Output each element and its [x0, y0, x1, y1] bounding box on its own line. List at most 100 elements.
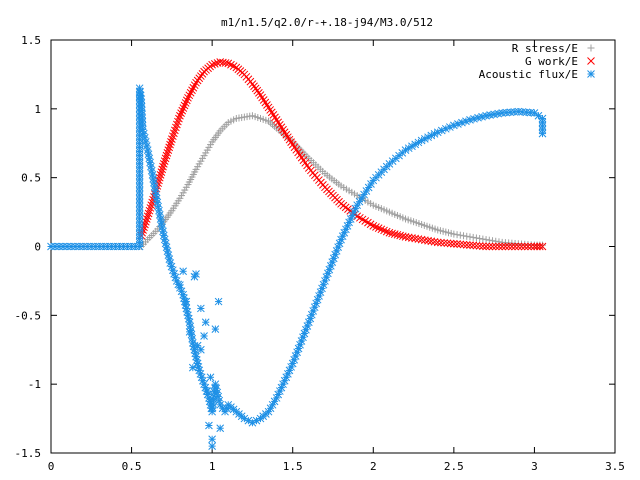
- data-point: [206, 373, 215, 382]
- data-point: [158, 165, 167, 174]
- data-point: [411, 234, 420, 243]
- data-point: [485, 236, 493, 244]
- data-point: [144, 209, 153, 218]
- data-point: [472, 241, 481, 250]
- data-point: [440, 239, 449, 247]
- y-tick-label: 1.5: [21, 34, 41, 47]
- data-point: [210, 60, 219, 68]
- y-tick-label: 0: [34, 241, 41, 254]
- data-point: [203, 387, 212, 395]
- data-point: [145, 206, 154, 215]
- data-point: [170, 129, 178, 138]
- data-point: [372, 223, 380, 231]
- data-point: [135, 163, 144, 172]
- x-tick-label: 2.5: [444, 460, 464, 473]
- data-point: [186, 88, 195, 97]
- data-point: [501, 242, 510, 251]
- series-3: [47, 84, 547, 427]
- data-point: [430, 237, 439, 246]
- data-point: [174, 117, 182, 126]
- legend-marker: [587, 44, 595, 52]
- data-point: [427, 237, 436, 246]
- data-point: [135, 93, 144, 102]
- data-point: [517, 242, 526, 251]
- data-point: [538, 242, 547, 251]
- data-point: [408, 234, 416, 242]
- data-point: [404, 233, 413, 242]
- data-point: [462, 240, 471, 249]
- data-point: [520, 242, 529, 251]
- data-point: [417, 235, 426, 244]
- data-point: [185, 327, 194, 336]
- data-point: [162, 151, 171, 160]
- x-tick-label: 3: [531, 460, 538, 473]
- data-point: [190, 81, 199, 90]
- data-point: [453, 240, 461, 248]
- data-point: [510, 108, 519, 116]
- data-point: [535, 242, 544, 251]
- data-point: [135, 199, 144, 207]
- data-point: [214, 297, 223, 306]
- data-point: [514, 242, 523, 251]
- data-point: [482, 236, 490, 244]
- data-point: [200, 332, 208, 340]
- data-point: [171, 126, 179, 135]
- data-point: [466, 233, 474, 241]
- data-point: [491, 242, 500, 251]
- data-point: [135, 147, 144, 156]
- series-1: [137, 112, 546, 250]
- data-point: [163, 149, 172, 157]
- series-2: [137, 58, 547, 251]
- x-tick-label: 0: [48, 460, 55, 473]
- data-point: [190, 272, 199, 281]
- data-point: [498, 242, 507, 251]
- y-tick-label: 1: [34, 103, 41, 116]
- data-point: [135, 179, 144, 188]
- data-point: [182, 297, 191, 306]
- data-point: [142, 215, 151, 223]
- data-point: [159, 162, 167, 171]
- data-point: [469, 241, 478, 250]
- data-point: [450, 230, 458, 238]
- data-point: [450, 239, 458, 248]
- data-point: [167, 262, 176, 271]
- data-point: [504, 242, 513, 251]
- data-point: [508, 242, 516, 251]
- x-tick-label: 0.5: [122, 460, 142, 473]
- data-point: [188, 363, 197, 372]
- data-point: [197, 304, 205, 313]
- data-point: [208, 60, 216, 69]
- data-point: [479, 235, 487, 243]
- data-point: [511, 242, 519, 251]
- data-point: [437, 126, 446, 135]
- data-point: [201, 318, 210, 327]
- data-point: [414, 235, 423, 243]
- data-point: [168, 135, 176, 143]
- data-point: [456, 240, 465, 249]
- data-point: [160, 157, 169, 166]
- data-point: [208, 435, 216, 444]
- data-point: [216, 424, 225, 433]
- data-point: [188, 86, 196, 95]
- data-point: [193, 341, 202, 350]
- data-point: [135, 195, 144, 203]
- data-point: [456, 231, 464, 239]
- data-point: [180, 101, 189, 110]
- legend-marker: [587, 57, 595, 65]
- data-point: [221, 59, 230, 67]
- data-point: [172, 123, 180, 132]
- data-point: [182, 96, 191, 105]
- data-point: [463, 232, 471, 240]
- data-point: [479, 242, 487, 251]
- data-point: [157, 168, 166, 177]
- data-point: [380, 226, 388, 235]
- series-layer: [47, 58, 547, 450]
- data-point: [446, 239, 455, 248]
- y-tick-label: -1.5: [15, 447, 42, 460]
- data-point: [159, 160, 168, 168]
- data-point: [382, 227, 391, 236]
- axes: 0 0.5 1 1.5 2 2.5 3 3.5 -1.5 -1 -0.5 0 0.5 1 1.5: [15, 34, 625, 473]
- data-point: [181, 99, 190, 107]
